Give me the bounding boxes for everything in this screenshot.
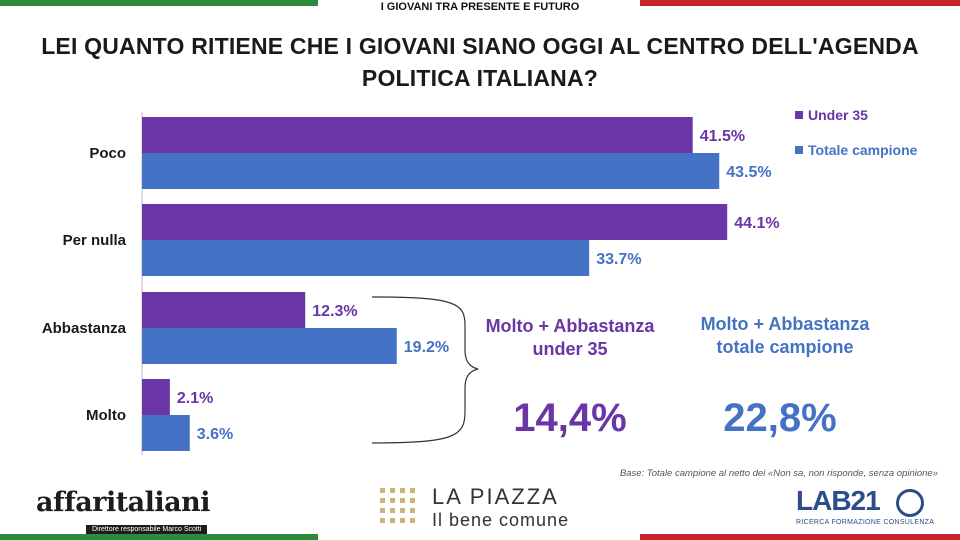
affaritaliani-logo: affaritaliani Direttore responsabile Mar… bbox=[36, 487, 246, 534]
data-label-under35: 44.1% bbox=[734, 215, 779, 232]
summary-totale-title-line1: Molto + Abbastanza bbox=[700, 314, 870, 334]
la-piazza-line2: Il bene comune bbox=[432, 510, 570, 530]
summary-under35-value: 14,4% bbox=[513, 396, 627, 440]
summary-totale-title: Molto + Abbastanza totale campione bbox=[685, 313, 885, 359]
bottom-red-stripe bbox=[640, 534, 960, 540]
lab21-logo: LAB21 RICERCA FORMAZIONE CONSULENZA bbox=[796, 485, 934, 532]
bar-totale bbox=[142, 415, 190, 451]
bottom-green-stripe bbox=[0, 534, 318, 540]
base-note: Base: Totale campione al netto dei «Non … bbox=[619, 468, 938, 479]
data-label-totale: 43.5% bbox=[726, 164, 771, 181]
legend-under35-label: Under 35 bbox=[808, 107, 868, 123]
data-label-under35: 41.5% bbox=[700, 128, 745, 145]
legend-under35-swatch bbox=[795, 111, 803, 119]
top-green-stripe bbox=[0, 0, 318, 6]
bar-under35 bbox=[142, 117, 693, 153]
la-piazza-dots-icon bbox=[380, 488, 424, 528]
summary-totale-title-line2: totale campione bbox=[716, 337, 854, 357]
bar-under35 bbox=[142, 379, 170, 415]
bar-under35 bbox=[142, 292, 306, 328]
category-label: Molto bbox=[86, 407, 126, 424]
lab21-logo-sub: RICERCA FORMAZIONE CONSULENZA bbox=[796, 519, 935, 526]
category-label: Poco bbox=[89, 145, 126, 162]
legend-totale-label: Totale campione bbox=[808, 142, 918, 158]
summary-under35-title: Molto + Abbastanza under 35 bbox=[470, 315, 670, 361]
affaritaliani-logo-name: affaritaliani bbox=[36, 487, 211, 518]
summary-under35-title-line2: under 35 bbox=[532, 339, 608, 359]
section-title: I GIOVANI TRA PRESENTE E FUTURO bbox=[380, 1, 580, 13]
lab21-circle-icon bbox=[896, 489, 924, 517]
data-label-under35: 2.1% bbox=[177, 390, 213, 407]
question-title: LEI QUANTO RITIENE CHE I GIOVANI SIANO O… bbox=[41, 33, 919, 91]
data-label-totale: 33.7% bbox=[596, 251, 641, 268]
legend-under35: Under 35 bbox=[795, 107, 868, 123]
category-label: Per nulla bbox=[63, 232, 127, 249]
summary-under35-title-line1: Molto + Abbastanza bbox=[485, 316, 655, 336]
la-piazza-logo: LA PIAZZA Il bene comune bbox=[380, 484, 600, 532]
legend-totale: Totale campione bbox=[795, 142, 917, 158]
category-label: Abbastanza bbox=[42, 320, 127, 337]
bar-under35 bbox=[142, 204, 728, 240]
affaritaliani-logo-sub: Direttore responsabile Marco Scotti bbox=[86, 525, 208, 534]
lab21-logo-name: LAB21 bbox=[796, 485, 881, 516]
data-label-totale: 3.6% bbox=[197, 426, 233, 443]
bar-totale bbox=[142, 328, 397, 364]
top-red-stripe bbox=[640, 0, 960, 6]
la-piazza-line1: LA PIAZZA bbox=[432, 484, 559, 509]
bar-totale bbox=[142, 240, 590, 276]
summary-totale-value: 22,8% bbox=[723, 396, 837, 440]
bar-totale bbox=[142, 153, 720, 189]
data-label-under35: 12.3% bbox=[312, 303, 357, 320]
grouping-brace bbox=[371, 296, 479, 444]
data-label-totale: 19.2% bbox=[404, 339, 449, 356]
legend-totale-swatch bbox=[795, 146, 803, 154]
